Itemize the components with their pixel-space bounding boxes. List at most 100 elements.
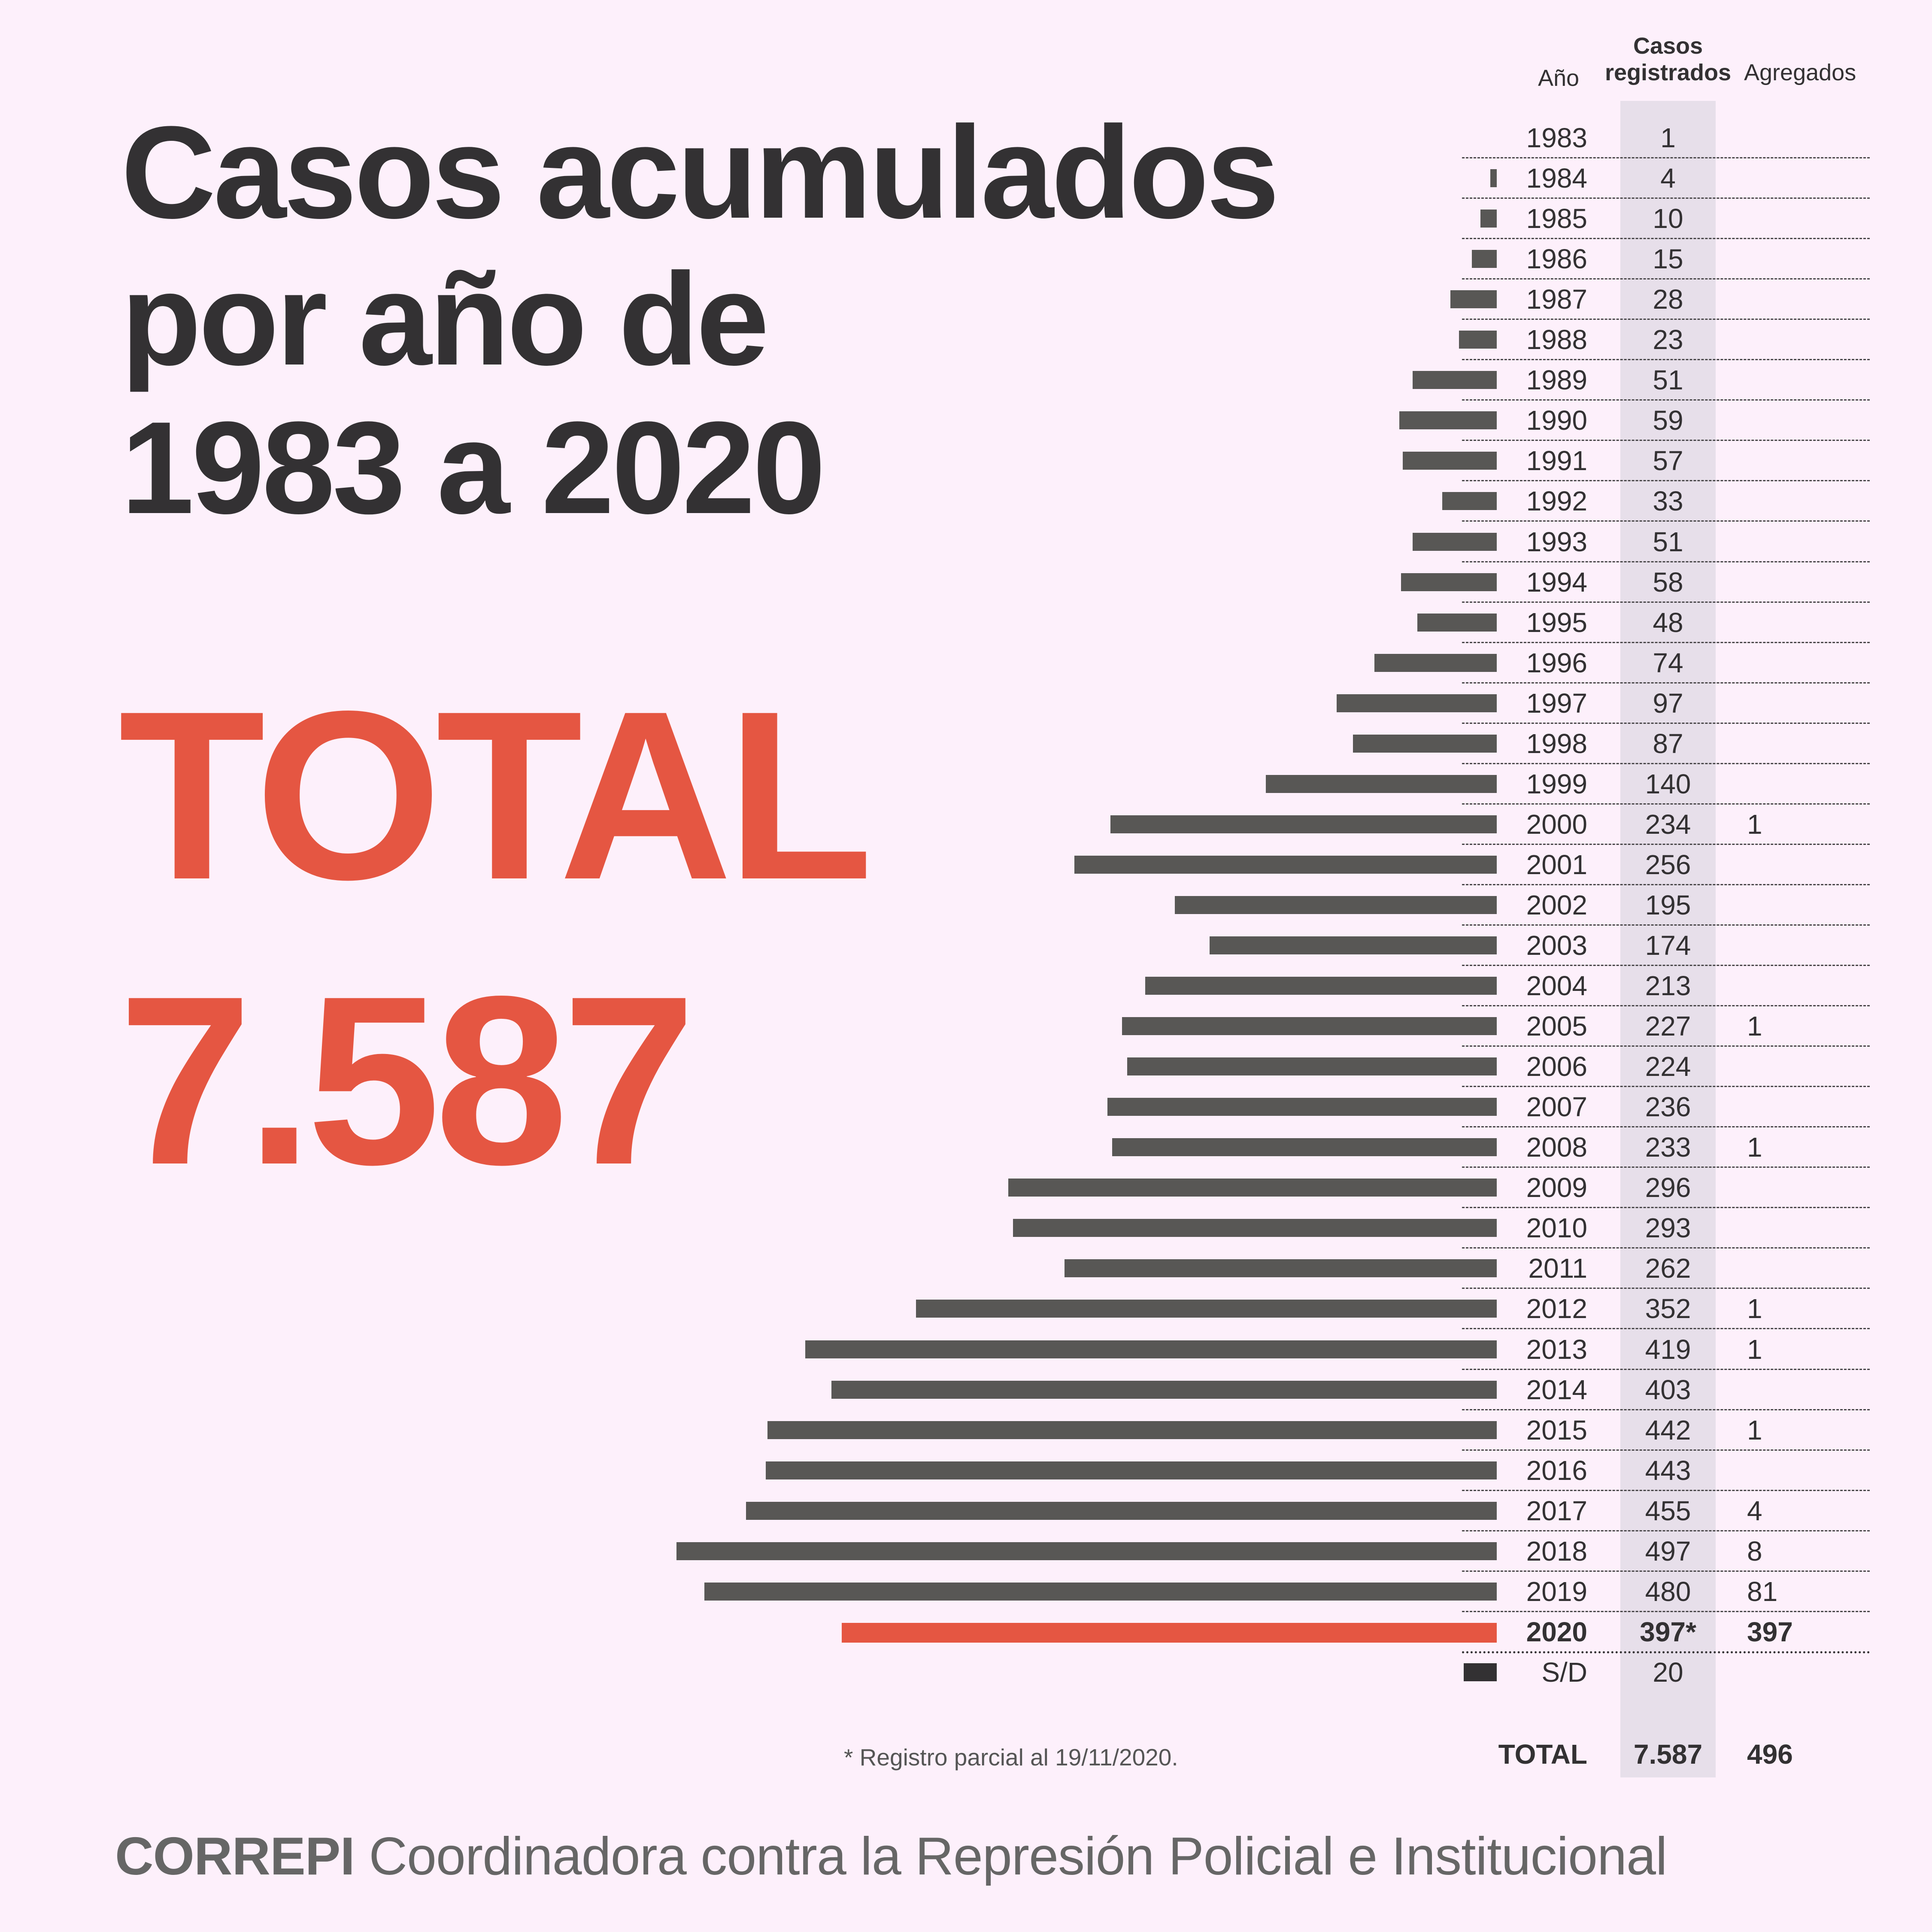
added-value: 4 bbox=[1747, 1495, 1762, 1526]
cases-value: 20 bbox=[1653, 1656, 1683, 1688]
bar-sd bbox=[1464, 1663, 1497, 1681]
bar-2011 bbox=[1064, 1259, 1497, 1278]
year-label: 2005 bbox=[1526, 1011, 1587, 1042]
row-divider bbox=[1462, 238, 1870, 240]
bar-1990 bbox=[1399, 411, 1497, 430]
bar-1986 bbox=[1472, 250, 1497, 268]
cases-value: 213 bbox=[1645, 970, 1691, 1002]
row-divider bbox=[1462, 561, 1870, 562]
bar-2014 bbox=[831, 1380, 1497, 1399]
bar-1993 bbox=[1412, 532, 1497, 551]
row-divider bbox=[1462, 1126, 1870, 1128]
cases-value: 403 bbox=[1645, 1374, 1691, 1405]
row-divider bbox=[1462, 1610, 1870, 1612]
header-added: Agregados bbox=[1744, 60, 1856, 85]
cases-value: 51 bbox=[1653, 526, 1683, 557]
cases-value: 233 bbox=[1645, 1132, 1691, 1163]
year-label: 1997 bbox=[1526, 687, 1587, 719]
year-label: 1995 bbox=[1526, 607, 1587, 638]
bar-1991 bbox=[1402, 452, 1497, 470]
bar-2001 bbox=[1074, 855, 1497, 874]
bar-2010 bbox=[1013, 1219, 1497, 1237]
header-cases-line1: Casos bbox=[1633, 33, 1703, 59]
row-divider bbox=[1462, 722, 1870, 724]
footer: CORREPI Coordinadora contra la Represión… bbox=[115, 1830, 1667, 1883]
cases-value: 256 bbox=[1645, 849, 1691, 880]
cases-value: 442 bbox=[1645, 1414, 1691, 1446]
cases-column-highlight bbox=[1620, 101, 1716, 1777]
year-label: 2017 bbox=[1526, 1495, 1587, 1526]
year-label: 1996 bbox=[1526, 647, 1587, 678]
total-row-added: 496 bbox=[1747, 1739, 1793, 1770]
year-label: 2012 bbox=[1526, 1293, 1587, 1324]
row-divider bbox=[1462, 1207, 1870, 1209]
year-label: 1994 bbox=[1526, 566, 1587, 598]
bar-1999 bbox=[1265, 775, 1497, 793]
year-label: 1987 bbox=[1526, 284, 1587, 315]
row-divider bbox=[1462, 1449, 1870, 1451]
bar-2012 bbox=[916, 1300, 1497, 1318]
added-value: 1 bbox=[1747, 1414, 1762, 1446]
year-label: 1991 bbox=[1526, 445, 1587, 477]
cases-value: 59 bbox=[1653, 405, 1683, 436]
cases-value: 74 bbox=[1653, 647, 1683, 678]
row-divider bbox=[1462, 884, 1870, 885]
row-divider bbox=[1462, 1489, 1870, 1491]
year-label: 2015 bbox=[1526, 1414, 1587, 1446]
bar-2003 bbox=[1209, 936, 1497, 954]
year-label: 1998 bbox=[1526, 728, 1587, 759]
bar-2008 bbox=[1112, 1138, 1497, 1157]
cases-value: 10 bbox=[1653, 203, 1683, 234]
year-label: 1988 bbox=[1526, 324, 1587, 355]
bar-2019 bbox=[704, 1582, 1497, 1601]
year-label: S/D bbox=[1541, 1656, 1587, 1688]
total-row-label: TOTAL bbox=[1498, 1739, 1587, 1770]
row-divider bbox=[1462, 1409, 1870, 1410]
year-label: 2019 bbox=[1526, 1576, 1587, 1607]
bar-2016 bbox=[765, 1461, 1497, 1479]
added-value: 1 bbox=[1747, 1132, 1762, 1163]
row-divider bbox=[1462, 359, 1870, 361]
row-divider bbox=[1462, 1570, 1870, 1572]
footnote: * Registro parcial al 19/11/2020. bbox=[844, 1744, 1178, 1771]
added-value: 1 bbox=[1747, 1011, 1762, 1042]
cases-value: 227 bbox=[1645, 1011, 1691, 1042]
year-label: 2013 bbox=[1526, 1334, 1587, 1365]
cases-value: 51 bbox=[1653, 365, 1683, 396]
cases-value: 443 bbox=[1645, 1455, 1691, 1486]
cases-value: 236 bbox=[1645, 1091, 1691, 1123]
cases-value: 28 bbox=[1653, 284, 1683, 315]
cases-value: 195 bbox=[1645, 889, 1691, 920]
row-divider bbox=[1462, 803, 1870, 805]
cases-value: 1 bbox=[1660, 122, 1676, 153]
row-divider bbox=[1462, 1005, 1870, 1007]
bar-1997 bbox=[1337, 694, 1497, 712]
bar-1989 bbox=[1412, 371, 1497, 389]
year-label: 1989 bbox=[1526, 365, 1587, 396]
year-label: 2000 bbox=[1526, 808, 1587, 840]
added-value: 1 bbox=[1747, 1334, 1762, 1365]
bar-2017 bbox=[746, 1501, 1497, 1520]
row-divider bbox=[1462, 1166, 1870, 1168]
cases-value: 97 bbox=[1653, 687, 1683, 719]
year-label: 1985 bbox=[1526, 203, 1587, 234]
row-divider bbox=[1462, 1530, 1870, 1531]
bar-1992 bbox=[1442, 492, 1497, 510]
title-line-3: 1983 a 2020 bbox=[121, 394, 826, 541]
row-divider bbox=[1462, 1247, 1870, 1249]
year-label: 2020 bbox=[1526, 1616, 1587, 1647]
cases-value: 293 bbox=[1645, 1212, 1691, 1244]
year-label: 2011 bbox=[1528, 1253, 1587, 1284]
row-divider bbox=[1462, 440, 1870, 441]
added-value: 397 bbox=[1747, 1616, 1793, 1647]
cases-value: 480 bbox=[1645, 1576, 1691, 1607]
year-label: 1993 bbox=[1526, 526, 1587, 557]
bar-2018 bbox=[676, 1542, 1497, 1560]
bar-1995 bbox=[1417, 613, 1497, 632]
bar-1985 bbox=[1480, 210, 1497, 228]
year-label: 1983 bbox=[1526, 122, 1587, 153]
bar-1998 bbox=[1353, 734, 1497, 753]
bar-2015 bbox=[767, 1421, 1497, 1439]
bar-2013 bbox=[805, 1340, 1497, 1358]
cases-value: 23 bbox=[1653, 324, 1683, 355]
